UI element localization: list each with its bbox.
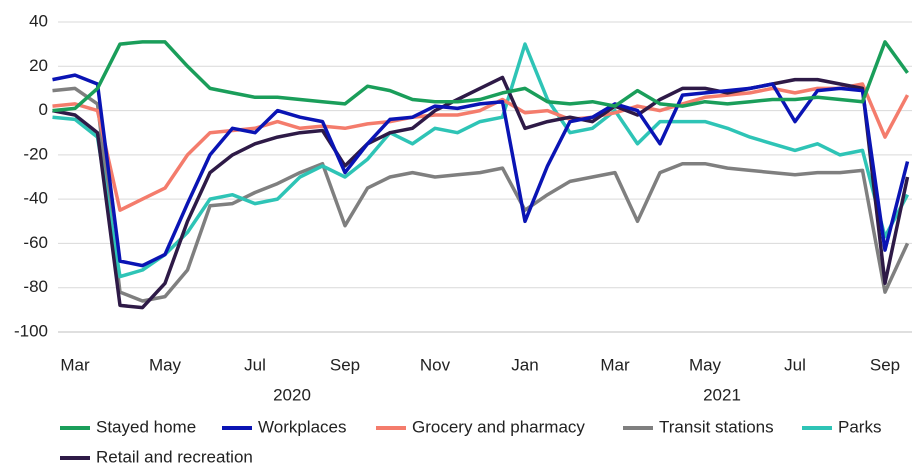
series-line [52, 40, 909, 113]
y-tick-label: 0 [39, 100, 48, 119]
legend-label: Retail and recreation [96, 447, 253, 466]
legend-label: Workplaces [258, 417, 347, 436]
x-tick-label: Sep [330, 355, 360, 374]
y-tick-label: -60 [23, 233, 48, 252]
series-line [52, 86, 910, 303]
x-tick-label: May [689, 355, 722, 374]
x-tick-label: Jan [511, 355, 538, 374]
x-tick-label: Nov [420, 355, 451, 374]
x-tick-label: Jul [784, 355, 806, 374]
x-group-label: 2021 [703, 385, 741, 404]
y-tick-label: 20 [29, 56, 48, 75]
legend-label: Grocery and pharmacy [412, 417, 585, 436]
legend-label: Stayed home [96, 417, 196, 436]
series-line [52, 42, 910, 279]
y-tick-label: -40 [23, 189, 48, 208]
series-line [52, 82, 910, 212]
x-tick-label: Jul [244, 355, 266, 374]
y-tick-label: -20 [23, 144, 48, 163]
x-tick-label: Sep [870, 355, 900, 374]
x-tick-label: Mar [60, 355, 90, 374]
legend-label: Parks [838, 417, 881, 436]
y-tick-label: -100 [14, 321, 48, 340]
y-tick-label: 40 [29, 11, 48, 30]
x-group-label: 2020 [273, 385, 311, 404]
y-tick-label: -80 [23, 277, 48, 296]
series-line [52, 73, 910, 268]
legend-label: Transit stations [659, 417, 774, 436]
x-tick-label: Mar [600, 355, 630, 374]
x-tick-label: May [149, 355, 182, 374]
